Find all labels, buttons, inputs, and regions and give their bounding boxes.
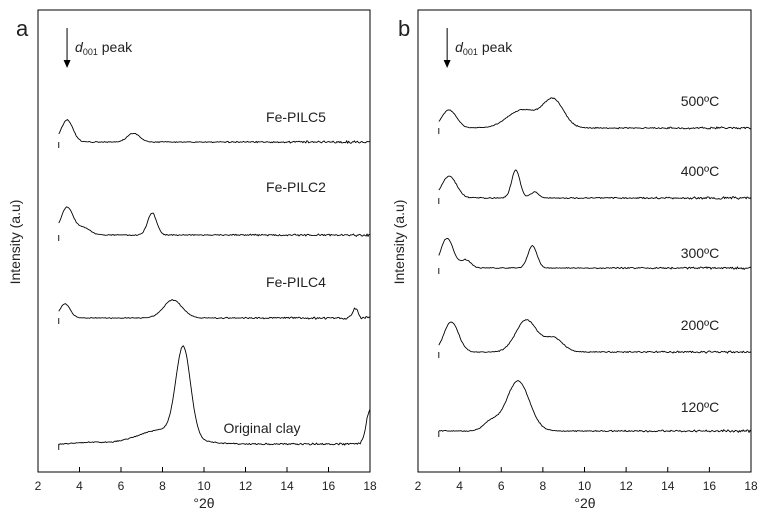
arrow-head: [443, 60, 451, 68]
x-tick-label: 16: [322, 479, 336, 493]
panel-a-xlabel: °2θ: [193, 495, 214, 511]
series-line: [58, 299, 371, 320]
series-label: 120ºC: [681, 399, 720, 415]
x-tick-label: 18: [363, 479, 377, 493]
panel-b-d001-annotation: d001 peak: [443, 28, 513, 68]
arrow-head: [63, 60, 71, 68]
series-line: [438, 169, 752, 200]
panel-a-frame: [37, 9, 371, 473]
series-label: 400ºC: [681, 163, 720, 179]
series-label: Fe-PILC2: [266, 179, 326, 195]
panel-b-letter: b: [398, 16, 410, 41]
series-line: [438, 97, 752, 130]
x-tick-label: 4: [76, 479, 83, 493]
panel-b: b Intensity (a.u) °2θ 2 4 6 8 10 12 14 16 18 500…: [391, 9, 758, 511]
x-tick-label: 14: [280, 479, 294, 493]
panel-a-ylabel: Intensity (a.u): [7, 200, 23, 285]
series-label: Original clay: [223, 420, 300, 436]
panel-b-x-ticks: 2 4 6 8 10 12 14 16 18: [415, 467, 758, 493]
x-tick-label: 10: [197, 479, 211, 493]
panel-b-xlabel: °2θ: [574, 495, 595, 511]
panel-a-d001-annotation: d001 peak: [63, 28, 133, 68]
panel-b-traces: [438, 97, 752, 437]
series-line: [58, 345, 371, 446]
series-label: 200ºC: [681, 317, 720, 333]
panel-a-letter: a: [16, 16, 29, 41]
x-tick-label: 14: [661, 479, 675, 493]
series-label: Fe-PILC5: [266, 109, 326, 125]
x-tick-label: 6: [118, 479, 125, 493]
panel-a-traces: [58, 119, 371, 450]
series-label: 500ºC: [681, 93, 720, 109]
panel-a: a Intensity (a.u) °2θ 2 4 6 8 10 12 14 16 18 Fe-…: [7, 9, 377, 511]
series-label: 300ºC: [681, 245, 720, 261]
x-tick-label: 6: [498, 479, 505, 493]
x-tick-label: 4: [456, 479, 463, 493]
x-tick-label: 16: [703, 479, 717, 493]
panel-b-ylabel: Intensity (a.u): [391, 200, 407, 285]
x-tick-label: 2: [35, 479, 42, 493]
x-tick-label: 8: [540, 479, 547, 493]
series-line: [58, 119, 371, 144]
series-line: [438, 380, 752, 433]
d001-label: d001 peak: [455, 39, 513, 57]
x-tick-label: 12: [619, 479, 633, 493]
panel-a-x-ticks: 2 4 6 8 10 12 14 16 18: [35, 467, 377, 493]
d001-label: d001 peak: [75, 39, 133, 57]
series-line: [438, 319, 752, 354]
x-tick-label: 18: [744, 479, 758, 493]
series-label: Fe-PILC4: [266, 274, 326, 290]
x-tick-label: 10: [578, 479, 592, 493]
series-line: [438, 237, 752, 270]
x-tick-label: 12: [239, 479, 253, 493]
panel-a-series-labels: Fe-PILC5 Fe-PILC2 Fe-PILC4 Original clay: [223, 109, 326, 436]
series-line: [58, 206, 371, 237]
x-tick-label: 8: [159, 479, 166, 493]
panel-b-series-labels: 500ºC 400ºC 300ºC 200ºC 120ºC: [681, 93, 720, 415]
x-tick-label: 2: [415, 479, 422, 493]
